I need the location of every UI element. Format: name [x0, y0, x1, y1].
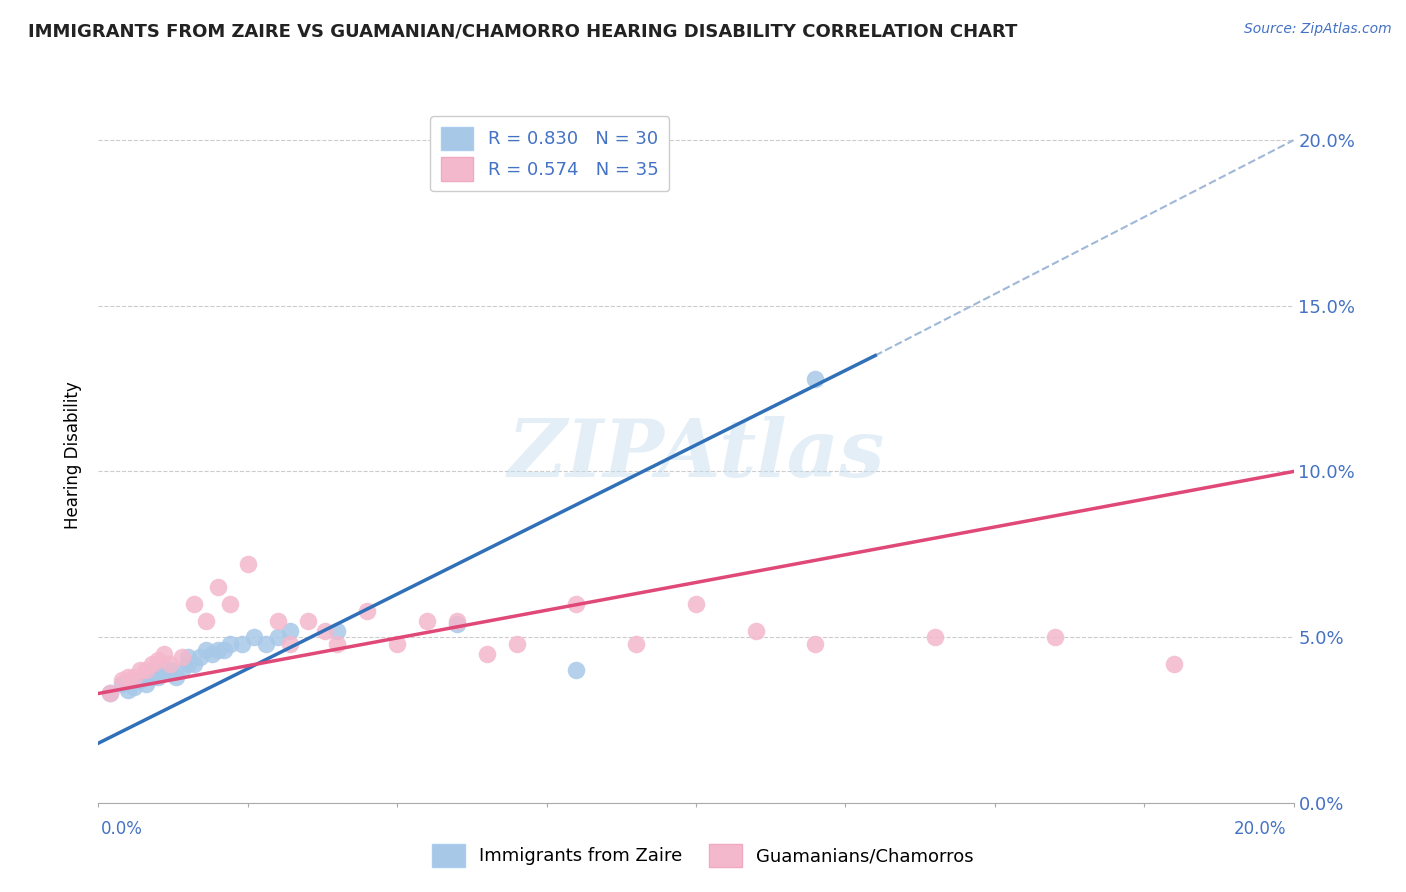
Point	[172, 650, 194, 665]
Point	[111, 676, 134, 690]
Point	[207, 643, 229, 657]
Point	[565, 663, 588, 677]
Point	[506, 637, 529, 651]
Point	[141, 657, 163, 671]
Point	[356, 604, 378, 618]
Point	[148, 653, 170, 667]
Point	[124, 680, 146, 694]
Point	[177, 657, 200, 671]
Point	[153, 647, 176, 661]
Point	[159, 657, 181, 671]
Point	[326, 624, 349, 638]
Point	[416, 614, 439, 628]
Point	[153, 663, 176, 677]
Point	[267, 614, 290, 628]
Point	[236, 558, 259, 572]
Point	[129, 663, 152, 677]
Point	[98, 686, 122, 700]
Point	[565, 597, 588, 611]
Point	[624, 637, 647, 651]
Point	[188, 650, 211, 665]
Point	[117, 683, 139, 698]
Point	[326, 637, 349, 651]
Point	[177, 650, 200, 665]
Point	[124, 670, 146, 684]
Point	[194, 643, 218, 657]
Point	[148, 670, 170, 684]
Point	[219, 637, 242, 651]
Point	[1163, 657, 1185, 671]
Point	[183, 597, 205, 611]
Point	[165, 670, 187, 684]
Legend: Immigrants from Zaire, Guamanians/Chamorros: Immigrants from Zaire, Guamanians/Chamor…	[425, 837, 981, 874]
Y-axis label: Hearing Disability: Hearing Disability	[63, 381, 82, 529]
Point	[98, 686, 122, 700]
Point	[254, 637, 277, 651]
Point	[201, 647, 224, 661]
Point	[219, 597, 242, 611]
Text: ZIPAtlas: ZIPAtlas	[508, 417, 884, 493]
Point	[685, 597, 707, 611]
Point	[267, 630, 290, 644]
Point	[315, 624, 337, 638]
Point	[278, 637, 301, 651]
Point	[117, 670, 139, 684]
Point	[1043, 630, 1066, 644]
Text: Source: ZipAtlas.com: Source: ZipAtlas.com	[1244, 22, 1392, 37]
Point	[278, 624, 301, 638]
Point	[159, 663, 181, 677]
Point	[194, 614, 218, 628]
Point	[183, 657, 205, 671]
Text: 20.0%: 20.0%	[1234, 820, 1286, 838]
Point	[475, 647, 498, 661]
Point	[141, 670, 163, 684]
Point	[446, 614, 468, 628]
Text: 0.0%: 0.0%	[101, 820, 143, 838]
Point	[231, 637, 253, 651]
Point	[804, 372, 827, 386]
Point	[129, 673, 152, 688]
Point	[172, 663, 194, 677]
Point	[804, 637, 827, 651]
Point	[135, 663, 157, 677]
Point	[111, 673, 134, 688]
Point	[212, 643, 235, 657]
Point	[207, 581, 229, 595]
Legend: R = 0.830   N = 30, R = 0.574   N = 35: R = 0.830 N = 30, R = 0.574 N = 35	[430, 116, 669, 192]
Point	[385, 637, 409, 651]
Point	[135, 676, 157, 690]
Point	[924, 630, 946, 644]
Point	[745, 624, 768, 638]
Text: IMMIGRANTS FROM ZAIRE VS GUAMANIAN/CHAMORRO HEARING DISABILITY CORRELATION CHART: IMMIGRANTS FROM ZAIRE VS GUAMANIAN/CHAMO…	[28, 22, 1018, 40]
Point	[446, 616, 468, 631]
Point	[297, 614, 319, 628]
Point	[243, 630, 266, 644]
